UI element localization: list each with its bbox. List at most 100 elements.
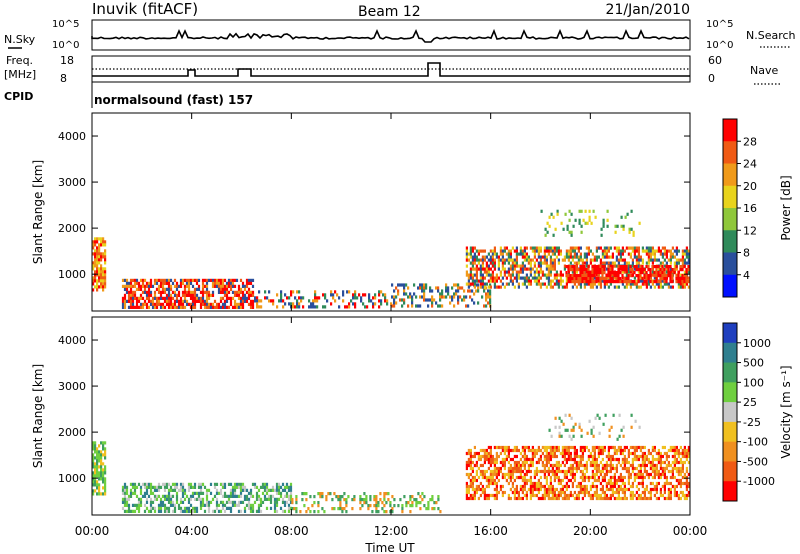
cell xyxy=(147,296,151,300)
cell xyxy=(621,265,624,269)
cell xyxy=(679,469,682,474)
cell xyxy=(554,227,557,231)
cell xyxy=(579,271,582,275)
cell xyxy=(529,448,532,453)
cell xyxy=(619,496,622,501)
cell xyxy=(479,267,482,271)
cell xyxy=(94,450,97,454)
cell xyxy=(155,497,159,501)
cell xyxy=(96,447,99,451)
cell xyxy=(415,304,418,308)
cell xyxy=(523,457,526,462)
cell xyxy=(615,451,618,456)
cell xyxy=(489,255,492,259)
cell xyxy=(517,475,520,480)
cell xyxy=(637,264,640,268)
cell xyxy=(647,490,650,495)
cell xyxy=(312,299,315,303)
cell xyxy=(465,472,468,477)
cell xyxy=(233,299,237,303)
cell xyxy=(612,413,615,417)
cell xyxy=(681,277,684,281)
cell xyxy=(621,487,624,492)
cell xyxy=(401,507,404,511)
cell xyxy=(581,274,584,278)
cell xyxy=(104,486,107,490)
cell xyxy=(549,261,552,265)
y-tick-label: 4000 xyxy=(58,130,86,143)
cell xyxy=(509,255,512,259)
cell xyxy=(595,277,598,281)
cell xyxy=(419,495,422,499)
cell xyxy=(571,472,574,477)
cell xyxy=(287,509,291,513)
cell xyxy=(587,246,590,250)
cell xyxy=(447,289,450,293)
cell xyxy=(681,282,684,286)
cell xyxy=(533,481,536,486)
cell xyxy=(549,463,552,468)
cell xyxy=(539,282,542,286)
cell xyxy=(604,413,607,417)
cell xyxy=(511,282,514,286)
cell xyxy=(577,496,580,501)
colorbar-tick-label: 1000 xyxy=(743,337,771,350)
cell xyxy=(643,249,646,253)
cell xyxy=(625,445,628,450)
cell xyxy=(391,283,394,287)
cell xyxy=(173,305,177,309)
cell xyxy=(607,249,610,253)
cell xyxy=(593,451,596,456)
cell xyxy=(249,491,253,495)
cell xyxy=(171,290,175,294)
cell xyxy=(531,445,534,450)
cell xyxy=(251,482,255,486)
cell xyxy=(229,302,233,306)
cell xyxy=(535,469,538,474)
cell xyxy=(521,282,524,286)
cell xyxy=(495,454,498,459)
cell xyxy=(449,295,452,299)
cell xyxy=(615,478,618,483)
cell xyxy=(469,481,472,486)
cell xyxy=(567,484,570,489)
cell xyxy=(481,484,484,489)
cell xyxy=(169,284,173,288)
cell xyxy=(149,485,153,489)
cell xyxy=(637,463,640,468)
cell xyxy=(245,296,249,300)
cell xyxy=(123,491,127,495)
cell xyxy=(98,237,101,241)
cell xyxy=(653,271,656,275)
cell xyxy=(225,290,229,294)
cell xyxy=(611,454,614,459)
cell xyxy=(239,278,243,282)
cell xyxy=(513,261,516,265)
cell xyxy=(314,299,317,303)
cell xyxy=(157,287,161,291)
cell xyxy=(354,305,357,309)
cell xyxy=(127,293,131,297)
cell xyxy=(215,491,219,495)
cell xyxy=(599,285,602,289)
cell xyxy=(565,451,568,456)
cell xyxy=(219,491,223,495)
cell xyxy=(685,493,688,498)
cell xyxy=(687,472,690,477)
cell xyxy=(273,509,277,513)
cell xyxy=(663,277,666,281)
cell xyxy=(551,252,554,256)
cell xyxy=(561,448,564,453)
cell xyxy=(568,218,571,222)
cell xyxy=(310,302,313,306)
cell xyxy=(605,454,608,459)
cell xyxy=(271,488,275,492)
cell xyxy=(467,484,470,489)
cell xyxy=(559,481,562,486)
cell xyxy=(433,298,436,302)
cell xyxy=(671,280,674,284)
cell xyxy=(594,215,597,219)
cell xyxy=(529,261,532,265)
cell xyxy=(541,493,544,498)
cell xyxy=(521,270,524,274)
